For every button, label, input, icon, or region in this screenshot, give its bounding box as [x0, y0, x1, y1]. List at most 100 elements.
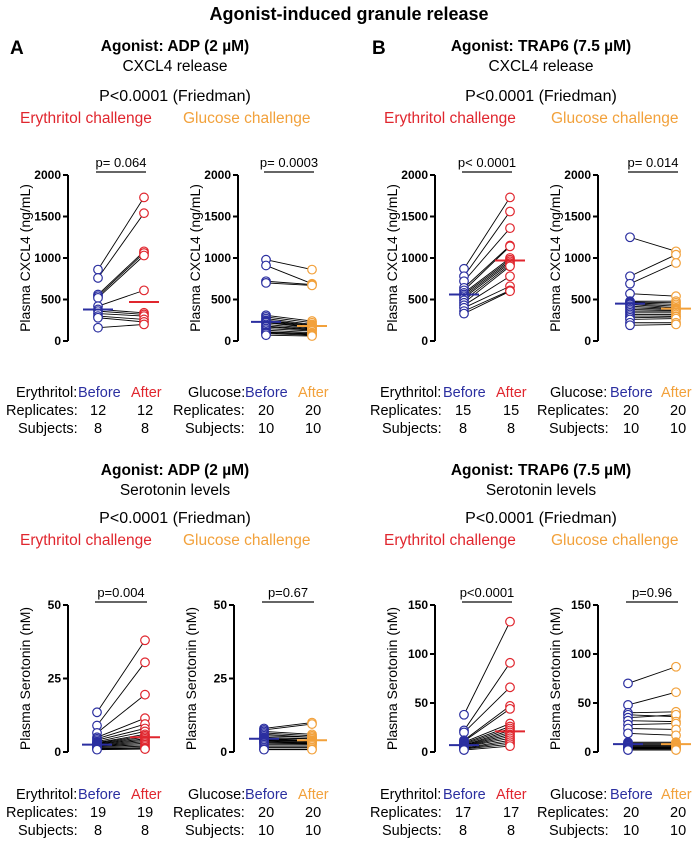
pair-line — [96, 748, 146, 750]
y-tick-label: 0 — [54, 334, 61, 348]
chart-a-serotonin-erythritol: 0 25 50 Plasma Serotonin (nM) p=0.004 — [17, 585, 160, 759]
after-point — [139, 250, 149, 261]
before-point — [259, 744, 269, 755]
erythritol-header: Erythritol: — [16, 385, 78, 401]
replicates-label: Replicates: — [537, 403, 609, 419]
pair-line — [263, 742, 313, 744]
subjects-label: Subjects: — [549, 421, 609, 437]
before-point — [93, 322, 103, 333]
after-point — [139, 285, 149, 296]
before-point — [92, 744, 102, 755]
value: 8 — [94, 823, 103, 839]
y-tick-label: 50 — [214, 598, 228, 612]
chart-b-serotonin-glucose: 0 50 100 150 Plasma Serotonin (nM) p=0.96 — [547, 585, 691, 759]
value: 20 — [305, 403, 322, 419]
value: 20 — [670, 403, 687, 419]
pair-line — [97, 212, 145, 279]
after-label: After — [661, 385, 692, 401]
before-point — [623, 678, 633, 689]
pair-line — [463, 260, 511, 297]
y-tick-label: 500 — [211, 293, 231, 307]
y-tick-label: 1000 — [34, 251, 61, 265]
pair-line — [463, 285, 511, 309]
pair-line — [265, 325, 313, 330]
y-axis-label: Plasma CXCL4 (ng/mL) — [17, 184, 33, 332]
pvalue-label: p=0.67 — [268, 585, 308, 600]
value: 20 — [258, 403, 275, 419]
pair-line — [263, 730, 313, 735]
pair-line — [463, 726, 511, 744]
after-point — [505, 286, 515, 297]
after-point — [671, 687, 681, 698]
replicates-label: Replicates: — [173, 403, 245, 419]
pair-line — [463, 265, 511, 304]
after-point — [505, 616, 515, 627]
value: 15 — [503, 403, 520, 419]
y-axis-label: Plasma CXCL4 (ng/mL) — [187, 184, 203, 332]
before-label: Before — [443, 787, 486, 803]
section-agonist-title: Agonist: ADP (2 µM) — [100, 38, 250, 55]
before-point — [459, 709, 469, 720]
pair-line — [96, 640, 146, 713]
after-point — [671, 745, 681, 755]
pair-line — [627, 728, 677, 730]
sample-table: Erythritol: Before After Glucose: Before… — [348, 385, 698, 445]
pair-line — [96, 723, 146, 740]
pair-line — [97, 255, 145, 299]
value: 20 — [258, 805, 275, 821]
value: 20 — [305, 805, 322, 821]
before-point — [93, 264, 103, 275]
before-label: Before — [78, 787, 121, 803]
value: 8 — [507, 823, 516, 839]
pair-line — [629, 316, 677, 319]
y-axis-label: Plasma CXCL4 (ng/mL) — [384, 184, 400, 332]
before-point — [261, 260, 271, 271]
pvalue-label: p< 0.0001 — [458, 155, 516, 170]
pair-line — [627, 711, 677, 714]
after-label: After — [298, 787, 329, 803]
after-label: After — [131, 385, 162, 401]
value: 10 — [258, 421, 275, 437]
friedman-pvalue: P<0.0001 (Friedman) — [99, 510, 251, 527]
after-point — [307, 264, 317, 275]
section-measure-title: CXCL4 release — [488, 58, 594, 75]
pair-line — [265, 323, 313, 329]
value: 19 — [90, 805, 107, 821]
y-tick-label: 2000 — [204, 168, 231, 182]
pair-line — [463, 705, 511, 741]
y-tick-label: 25 — [214, 672, 228, 686]
pair-line — [96, 748, 146, 751]
after-point — [671, 661, 681, 672]
pair-line — [96, 662, 146, 726]
pair-line — [463, 745, 511, 751]
pair-line — [265, 280, 313, 286]
chart-b-serotonin-erythritol: 0 50 100 150 Plasma Serotonin (nM) p<0.0001 — [384, 585, 525, 759]
pair-line — [627, 714, 677, 719]
pair-line — [463, 730, 511, 746]
value: 20 — [670, 805, 687, 821]
before-point — [93, 292, 103, 303]
pair-line — [463, 275, 511, 306]
pair-line — [463, 739, 511, 749]
pair-line — [627, 732, 677, 736]
pair-line — [97, 289, 145, 307]
y-tick-label: 2000 — [564, 168, 591, 182]
sample-table: Erythritol: Before After Glucose: Before… — [348, 787, 698, 847]
before-point — [261, 277, 271, 288]
before-point — [623, 745, 633, 755]
pair-line — [265, 329, 313, 334]
value: 10 — [305, 823, 322, 839]
after-point — [139, 319, 149, 330]
pair-line — [463, 289, 511, 312]
y-tick-label: 0 — [54, 745, 61, 759]
y-tick-label: 100 — [571, 647, 591, 661]
pair-line — [463, 743, 511, 750]
pair-line — [627, 666, 677, 684]
section-measure-title: Serotonin levels — [485, 482, 597, 499]
y-tick-label: 1500 — [564, 210, 591, 224]
y-tick-label: 1000 — [564, 251, 591, 265]
value: 10 — [670, 421, 687, 437]
value: 17 — [455, 805, 472, 821]
y-axis-label: Plasma Serotonin (nM) — [183, 607, 199, 750]
